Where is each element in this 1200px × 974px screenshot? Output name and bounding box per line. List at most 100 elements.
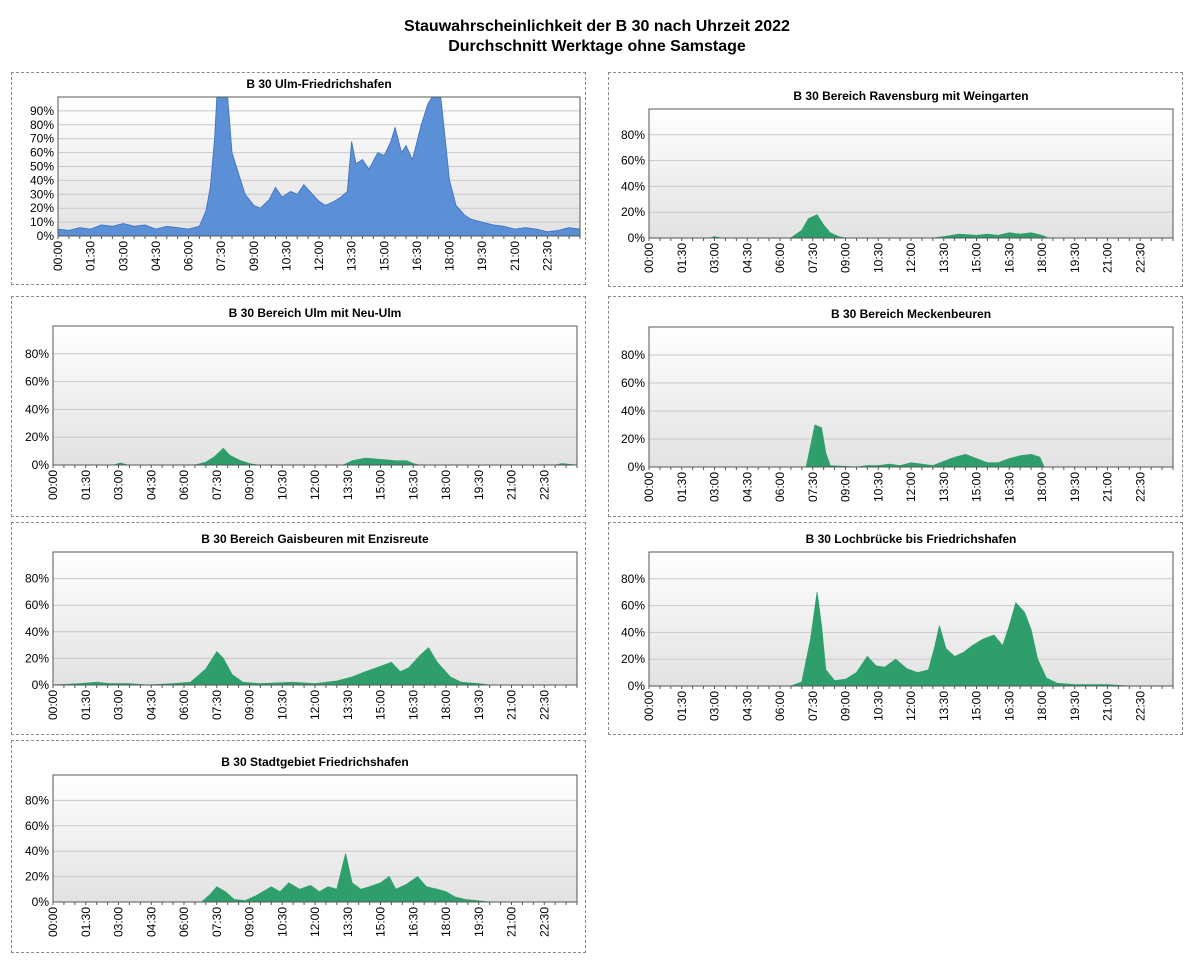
x-tick-label: 12:00 [308, 907, 322, 937]
x-tick-label: 01:30 [675, 691, 689, 721]
x-tick-label: 22:30 [537, 907, 551, 937]
x-tick-label: 13:30 [345, 241, 359, 271]
y-tick-label: 0% [32, 458, 50, 472]
y-tick-label: 0% [37, 229, 55, 243]
chart-title: B 30 Bereich Meckenbeuren [831, 307, 991, 321]
x-tick-label: 09:00 [839, 472, 853, 502]
x-tick-label: 12:00 [308, 690, 322, 720]
x-tick-label: 06:00 [773, 243, 787, 273]
x-tick-label: 21:00 [508, 241, 522, 271]
x-tick-label: 04:30 [144, 907, 158, 937]
x-tick-label: 12:00 [904, 243, 918, 273]
y-tick-label: 20% [621, 205, 645, 219]
chart-panel-stadtgebiet-fn: B 30 Stadtgebiet Friedrichshafen 0% 20% 40%… [11, 740, 586, 953]
x-tick-label: 09:00 [247, 241, 261, 271]
x-tick-label: 10:30 [871, 691, 885, 721]
x-tick-label: 19:30 [472, 470, 486, 500]
x-tick-label: 03:00 [708, 691, 722, 721]
x-tick-label: 10:30 [871, 472, 885, 502]
y-tick-label: 60% [25, 819, 49, 833]
chart-svg-ulm-fn: B 30 Ulm-Friedrichshafen 0%10%20%30%40%50… [30, 77, 581, 271]
x-tick-label: 12:00 [308, 470, 322, 500]
x-tick-label: 09:00 [839, 691, 853, 721]
y-tick-label: 40% [30, 173, 54, 187]
series-area [649, 592, 1173, 687]
x-tick-label: 13:30 [341, 690, 355, 720]
x-tick-label: 00:00 [642, 472, 656, 502]
x-tick-label: 18:00 [439, 690, 453, 720]
y-tick-label: 20% [25, 651, 49, 665]
x-tick-label: 19:30 [1068, 472, 1082, 502]
x-tick-label: 03:00 [708, 243, 722, 273]
x-tick-label: 09:00 [243, 907, 257, 937]
x-tick-label: 21:00 [505, 690, 519, 720]
x-tick-label: 12:00 [904, 472, 918, 502]
x-tick-label: 16:30 [1002, 472, 1016, 502]
y-tick-label: 20% [25, 870, 49, 884]
x-tick-label: 16:30 [1002, 243, 1016, 273]
x-tick-label: 21:00 [1101, 472, 1115, 502]
series-area [649, 424, 1173, 468]
x-tick-label: 21:00 [1101, 691, 1115, 721]
y-tick-label: 80% [30, 118, 54, 132]
x-tick-label: 01:30 [79, 690, 93, 720]
x-tick-label: 21:00 [1101, 243, 1115, 273]
x-tick-label: 21:00 [505, 907, 519, 937]
y-tick-label: 60% [621, 154, 645, 168]
plot-area [53, 326, 577, 465]
plot-area [649, 552, 1173, 686]
y-tick-label: 80% [621, 128, 645, 142]
x-tick-label: 18:00 [1035, 691, 1049, 721]
x-tick-label: 15:00 [970, 691, 984, 721]
y-tick-label: 60% [621, 376, 645, 390]
y-tick-label: 0% [32, 895, 50, 909]
x-tick-label: 21:00 [505, 470, 519, 500]
plot-area [649, 327, 1173, 467]
x-tick-label: 13:30 [937, 691, 951, 721]
chart-svg-stadtgebiet-fn: B 30 Stadtgebiet Friedrichshafen 0% 20% 40%… [25, 755, 578, 937]
x-tick-label: 03:00 [112, 470, 126, 500]
x-tick-label: 07:30 [214, 241, 228, 271]
x-tick-label: 18:00 [1035, 243, 1049, 273]
chart-panel-meckenbeuren: B 30 Bereich Meckenbeuren 0% 20% 40% 60% 80% 0… [608, 296, 1183, 517]
x-tick-label: 19:30 [472, 907, 486, 937]
y-tick-label: 50% [30, 160, 54, 174]
plot-area [53, 775, 577, 902]
chart-svg-lochbruecke: B 30 Lochbrücke bis Friedrichshafen 0% 20%… [621, 532, 1174, 721]
x-tick-label: 00:00 [46, 690, 60, 720]
y-tick-label: 0% [32, 678, 50, 692]
x-tick-label: 13:30 [937, 243, 951, 273]
x-tick-label: 01:30 [675, 472, 689, 502]
x-tick-label: 18:00 [439, 907, 453, 937]
series-area [57, 96, 581, 237]
x-tick-label: 22:30 [537, 470, 551, 500]
y-tick-label: 20% [621, 652, 645, 666]
y-tick-label: 80% [621, 348, 645, 362]
x-tick-label: 07:30 [210, 690, 224, 720]
y-tick-label: 30% [30, 187, 54, 201]
x-tick-label: 03:00 [112, 907, 126, 937]
x-tick-label: 07:30 [806, 691, 820, 721]
chart-title: B 30 Bereich Ulm mit Neu-Ulm [229, 306, 402, 320]
x-tick-label: 06:00 [177, 470, 191, 500]
x-tick-label: 06:00 [773, 472, 787, 502]
x-tick-label: 13:30 [937, 472, 951, 502]
x-tick-label: 04:30 [144, 690, 158, 720]
x-tick-label: 15:00 [374, 470, 388, 500]
chart-title: B 30 Bereich Gaisbeuren mit Enzisreute [201, 532, 429, 546]
plot-area [53, 552, 577, 685]
y-tick-label: 20% [25, 430, 49, 444]
x-tick-label: 03:00 [708, 472, 722, 502]
chart-title: B 30 Bereich Ravensburg mit Weingarten [793, 89, 1028, 103]
y-tick-label: 90% [30, 104, 54, 118]
chart-svg-gaisbeuren: B 30 Bereich Gaisbeuren mit Enzisreute 0%… [25, 532, 578, 720]
x-tick-label: 22:30 [1133, 691, 1147, 721]
x-tick-label: 19:30 [472, 690, 486, 720]
y-tick-label: 80% [621, 572, 645, 586]
x-tick-label: 06:00 [773, 691, 787, 721]
x-tick-label: 07:30 [210, 907, 224, 937]
x-tick-label: 15:00 [377, 241, 391, 271]
y-tick-label: 60% [25, 375, 49, 389]
x-tick-label: 13:30 [341, 470, 355, 500]
y-tick-label: 40% [25, 844, 49, 858]
